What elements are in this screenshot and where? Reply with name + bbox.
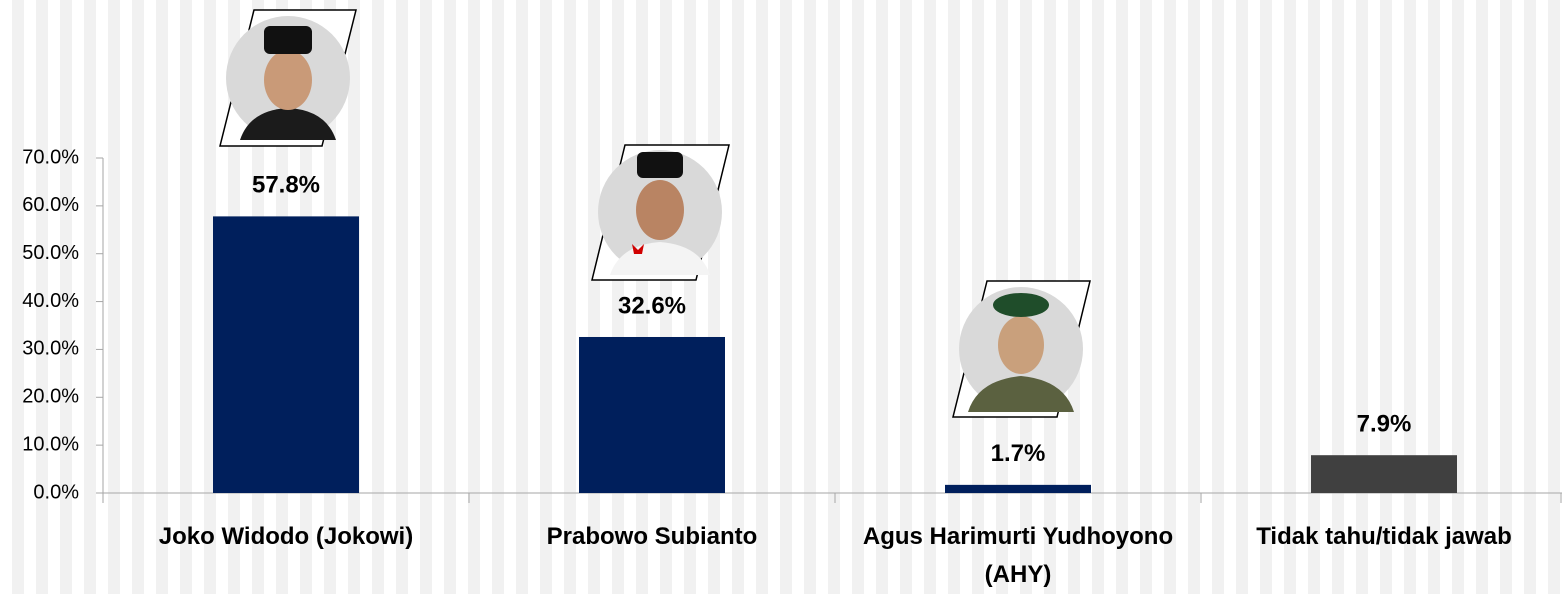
page: 0.0% 10.0% 20.0% 30.0% 40.0% 50.0% 60.0% 70.0% 5… (0, 0, 1562, 590)
photo-prabowo (592, 145, 729, 280)
photo-ahy (953, 281, 1090, 417)
y-tick-label: 20.0% (22, 386, 79, 408)
bar (579, 337, 725, 493)
bar (213, 216, 359, 493)
bar (1311, 455, 1457, 493)
x-tick-label: Agus Harimurti Yudhoyono (AHY) (835, 518, 1201, 594)
value-label: 7.9% (1357, 411, 1412, 438)
x-tick-label: Prabowo Subianto (469, 518, 835, 556)
y-tick-label: 50.0% (22, 242, 79, 264)
bar (945, 485, 1091, 493)
chart: 0.0% 10.0% 20.0% 30.0% 40.0% 50.0% 60.0% 70.0% 5… (0, 0, 1562, 590)
x-tick-label: Tidak tahu/tidak jawab (1201, 518, 1562, 556)
y-tick-label: 10.0% (22, 433, 79, 455)
value-label: 1.7% (991, 440, 1046, 467)
x-tick-label: Joko Widodo (Jokowi) (103, 518, 469, 556)
value-label: 32.6% (618, 292, 686, 319)
photo-jokowi (220, 10, 356, 146)
value-label: 57.8% (252, 172, 320, 199)
y-tick-label: 40.0% (22, 290, 79, 312)
y-tick-label: 70.0% (22, 146, 79, 168)
y-tick-label: 60.0% (22, 194, 79, 216)
y-tick-label: 0.0% (33, 481, 79, 503)
y-tick-label: 30.0% (22, 338, 79, 360)
